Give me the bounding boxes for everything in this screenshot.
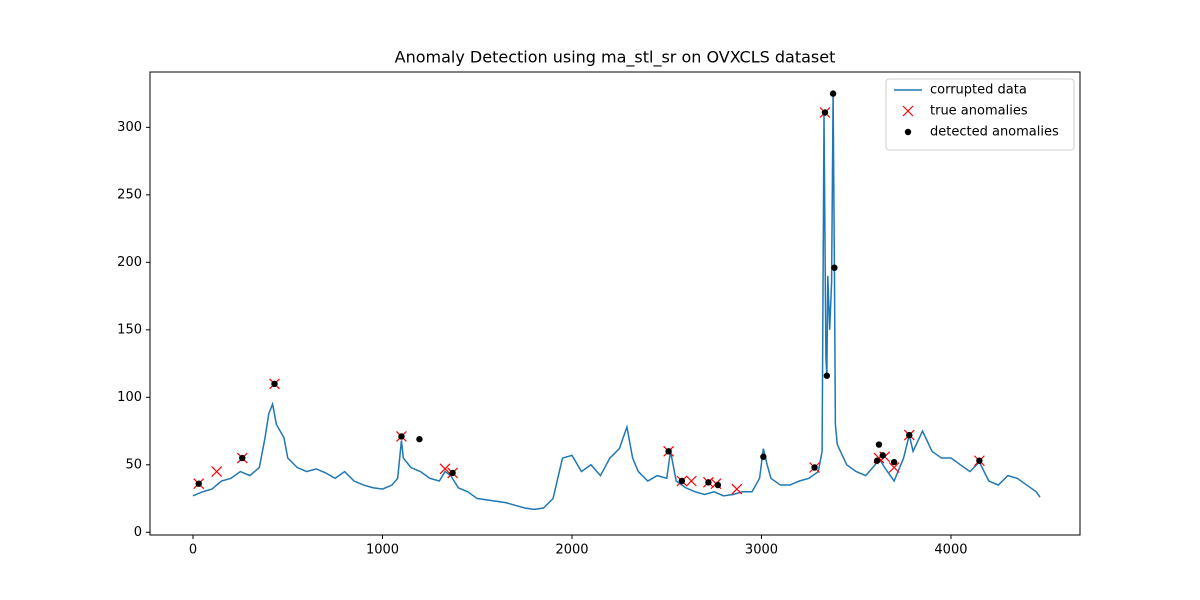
dot-marker [714,481,722,489]
dot-marker [705,479,712,486]
y-tick-label: 300 [117,120,142,135]
dot-marker [829,90,837,97]
dot-marker [879,452,886,459]
legend-label: detected anomalies [930,125,1059,140]
plot-frame [149,71,1081,536]
dot-marker [821,109,829,116]
y-tick-label: 200 [117,255,142,270]
y-tick-label: 250 [117,187,142,202]
dot-marker [811,464,818,471]
x-tick-label: 2000 [555,543,588,558]
y-tick-label: 100 [117,390,142,405]
legend-box [885,78,1075,151]
y-tick-label: 150 [117,322,142,337]
dot-marker [831,264,838,271]
legend-x [902,105,914,117]
dot-marker [449,469,456,477]
dot-marker [416,435,423,443]
x-marker [731,483,743,495]
dot-marker [976,457,983,464]
legend-dot [904,128,912,136]
dot-marker [271,380,278,388]
y-tick-label: 50 [125,457,142,472]
x-tick-label: 4000 [934,543,967,558]
dot-marker [398,433,405,440]
dot-marker [678,477,686,485]
dot-marker [760,453,767,460]
dot-marker [875,441,883,448]
x-marker [685,475,697,487]
dot-marker [906,431,913,439]
y-tick-label: 0 [134,525,142,540]
dot-marker [823,372,831,379]
legend-label: true anomalies [930,104,1028,119]
x-marker [211,466,223,477]
dot-marker [239,454,246,462]
data-line [192,93,1041,511]
dot-marker [890,458,898,466]
x-marker [888,462,900,473]
x-tick-label: 3000 [745,543,778,558]
dot-marker [873,457,881,464]
dot-marker [665,448,672,455]
chart-title: Anomaly Detection using ma_stl_sr on OVX… [395,48,836,68]
x-tick-label: 0 [189,543,197,558]
legend-label: corrupted data [930,83,1027,98]
x-marker [439,463,451,475]
x-tick-label: 1000 [366,543,399,558]
dot-marker [195,480,202,487]
